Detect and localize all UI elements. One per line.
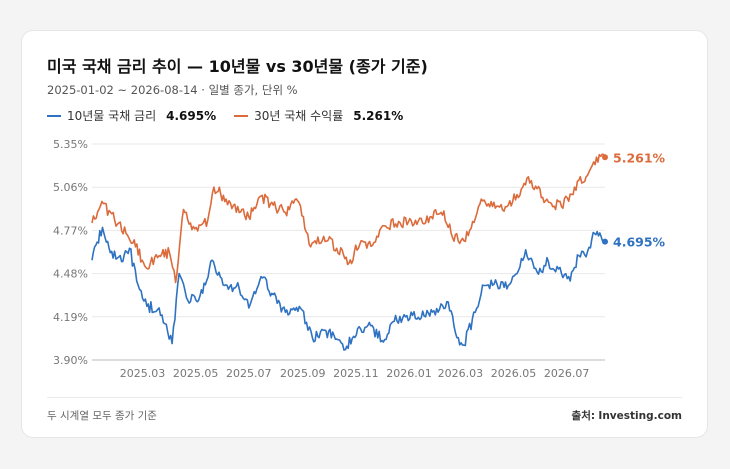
end-point-ten-year <box>602 238 608 245</box>
y-tick-label: 5.06% <box>53 181 88 194</box>
footer-divider <box>47 397 682 398</box>
footer-source-label: 출처: <box>571 410 596 422</box>
y-tick-label: 5.35% <box>53 138 88 151</box>
legend-item-thirty-year[interactable]: 30년 국채 수익률 5.261% <box>234 107 403 124</box>
end-label-ten-year: 4.695% <box>613 235 666 250</box>
end-label-thirty-year: 5.261% <box>613 150 666 165</box>
x-tick-label: 2026.01 <box>386 367 432 380</box>
legend-swatch-thirty-year <box>234 114 249 117</box>
y-tick-label: 4.77% <box>53 224 88 237</box>
chart-subtitle: 2025-01-02 ~ 2026-08-14 · 일별 종가, 단위 % <box>47 83 298 97</box>
y-tick-label: 3.90% <box>53 354 88 367</box>
y-tick-label: 4.19% <box>53 311 88 324</box>
end-point-thirty-year <box>602 154 608 161</box>
legend-swatch-ten-year <box>47 114 61 117</box>
series-line-thirty-year <box>91 153 606 284</box>
footer-source-name: Investing.com <box>598 410 682 422</box>
x-tick-label: 2026.07 <box>544 367 590 380</box>
legend-label-ten-year: 10년물 국채 금리 <box>67 109 157 123</box>
x-tick-label: 2026.03 <box>438 367 484 380</box>
x-tick-label: 2025.05 <box>173 367 219 380</box>
series-line-ten-year <box>91 226 606 351</box>
x-tick-label: 2026.05 <box>491 367 537 380</box>
y-tick-label: 4.48% <box>53 268 88 281</box>
legend-value-ten-year: 4.695% <box>166 108 217 123</box>
x-tick-label: 2025.07 <box>226 367 272 380</box>
legend-value-thirty-year: 5.261% <box>353 108 404 123</box>
footer-source: 출처: Investing.com <box>572 408 682 423</box>
legend-item-ten-year[interactable]: 10년물 국채 금리 4.695% <box>47 107 216 124</box>
footer-note: 두 시계열 모두 종가 기준 <box>47 410 157 422</box>
legend: 10년물 국채 금리 4.695% 30년 국채 수익률 5.261% <box>47 107 421 124</box>
x-tick-label: 2025.03 <box>120 367 166 380</box>
x-tick-label: 2025.09 <box>280 367 326 380</box>
legend-label-thirty-year: 30년 국채 수익률 <box>254 109 344 123</box>
chart-title: 미국 국채 금리 추이 — 10년물 vs 30년물 (종가 기준) <box>47 57 428 76</box>
x-tick-label: 2025.11 <box>333 367 379 380</box>
